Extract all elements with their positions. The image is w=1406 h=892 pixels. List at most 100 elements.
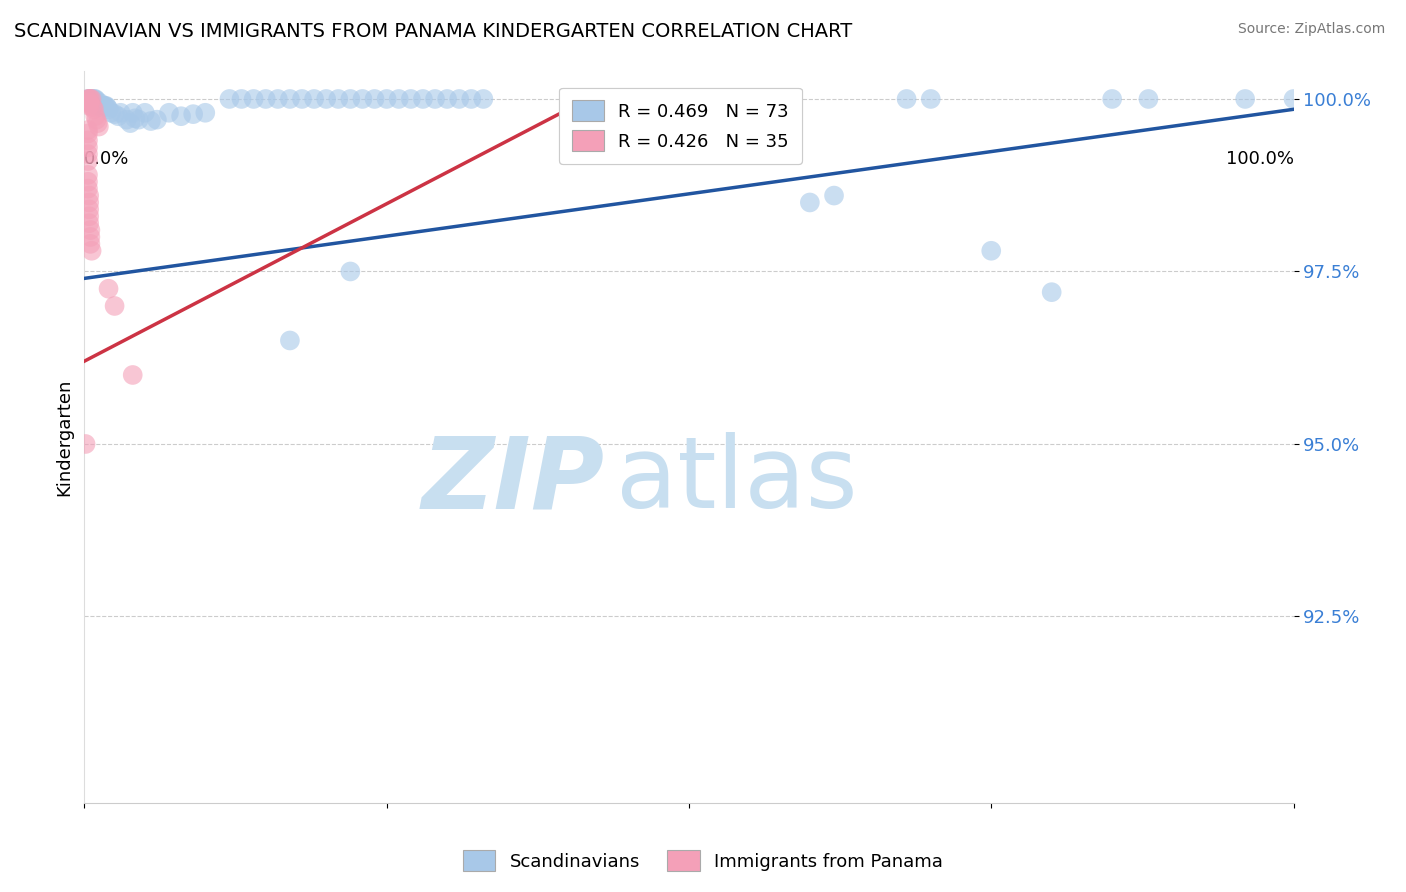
Point xyxy=(181,107,204,121)
Point xyxy=(79,236,101,251)
Point xyxy=(254,92,277,106)
Point xyxy=(94,99,117,113)
Point xyxy=(96,100,118,114)
Point xyxy=(1040,285,1063,300)
Point xyxy=(315,92,337,106)
Point xyxy=(86,116,108,130)
Point xyxy=(115,112,138,127)
Point xyxy=(352,92,374,106)
Legend: Scandinavians, Immigrants from Panama: Scandinavians, Immigrants from Panama xyxy=(456,843,950,879)
Point xyxy=(157,105,180,120)
Point xyxy=(267,92,290,106)
Point xyxy=(77,175,100,189)
Text: ZIP: ZIP xyxy=(422,433,605,530)
Point xyxy=(77,92,100,106)
Point xyxy=(97,282,120,296)
Point xyxy=(87,120,110,134)
Point xyxy=(75,437,97,451)
Point xyxy=(80,244,103,258)
Point xyxy=(146,112,169,127)
Point xyxy=(77,188,100,202)
Point xyxy=(278,92,301,106)
Point xyxy=(83,103,105,117)
Point xyxy=(77,95,100,110)
Point xyxy=(291,92,314,106)
Point xyxy=(339,264,361,278)
Point xyxy=(194,105,217,120)
Point xyxy=(77,123,100,137)
Point xyxy=(77,202,100,217)
Point xyxy=(83,92,105,106)
Point xyxy=(82,100,104,114)
Point xyxy=(120,116,142,130)
Point xyxy=(1101,92,1123,106)
Point xyxy=(82,93,104,107)
Point xyxy=(472,92,495,106)
Point xyxy=(302,92,325,106)
Point xyxy=(77,168,100,182)
Point xyxy=(124,112,146,126)
Point xyxy=(86,112,108,127)
Point xyxy=(170,109,193,123)
Point xyxy=(278,334,301,348)
Point xyxy=(86,93,108,107)
Point xyxy=(460,92,482,106)
Point xyxy=(121,105,143,120)
Point xyxy=(823,188,845,202)
Point xyxy=(93,99,115,113)
Point xyxy=(79,97,101,112)
Point xyxy=(79,92,101,106)
Point xyxy=(104,299,127,313)
Point xyxy=(77,147,100,161)
Text: 100.0%: 100.0% xyxy=(1226,151,1294,169)
Point xyxy=(128,112,150,127)
Point xyxy=(77,92,100,106)
Point xyxy=(654,92,676,106)
Point xyxy=(77,92,100,106)
Point xyxy=(84,109,107,123)
Point xyxy=(79,230,101,244)
Point xyxy=(77,209,100,223)
Point xyxy=(436,92,458,106)
Point xyxy=(77,92,100,106)
Point xyxy=(79,223,101,237)
Point xyxy=(79,92,101,106)
Point xyxy=(110,105,132,120)
Point xyxy=(87,97,110,112)
Point xyxy=(77,195,100,210)
Point xyxy=(1234,92,1257,106)
Point xyxy=(231,92,253,106)
Point xyxy=(388,92,411,106)
Text: SCANDINAVIAN VS IMMIGRANTS FROM PANAMA KINDERGARTEN CORRELATION CHART: SCANDINAVIAN VS IMMIGRANTS FROM PANAMA K… xyxy=(14,22,852,41)
Point xyxy=(980,244,1002,258)
Text: atlas: atlas xyxy=(616,433,858,530)
Point xyxy=(89,96,111,111)
Point xyxy=(423,92,446,106)
Point xyxy=(896,92,918,106)
Point xyxy=(339,92,361,106)
Point xyxy=(80,92,103,106)
Y-axis label: Kindergarten: Kindergarten xyxy=(55,378,73,496)
Point xyxy=(77,95,100,110)
Point xyxy=(412,92,434,106)
Point xyxy=(77,99,100,113)
Point xyxy=(77,216,100,230)
Point xyxy=(678,92,700,106)
Point xyxy=(449,92,471,106)
Text: 0.0%: 0.0% xyxy=(84,151,129,169)
Point xyxy=(1137,92,1160,106)
Point xyxy=(920,92,942,106)
Point xyxy=(91,99,114,113)
Point xyxy=(121,368,143,382)
Point xyxy=(799,195,821,210)
Point xyxy=(77,127,100,141)
Point xyxy=(134,105,156,120)
Point xyxy=(242,92,264,106)
Point xyxy=(97,103,120,117)
Point xyxy=(139,114,162,128)
Point xyxy=(84,92,107,106)
Point xyxy=(77,182,100,196)
Legend: R = 0.469   N = 73, R = 0.426   N = 35: R = 0.469 N = 73, R = 0.426 N = 35 xyxy=(560,87,801,164)
Point xyxy=(100,105,122,120)
Point xyxy=(94,99,117,113)
